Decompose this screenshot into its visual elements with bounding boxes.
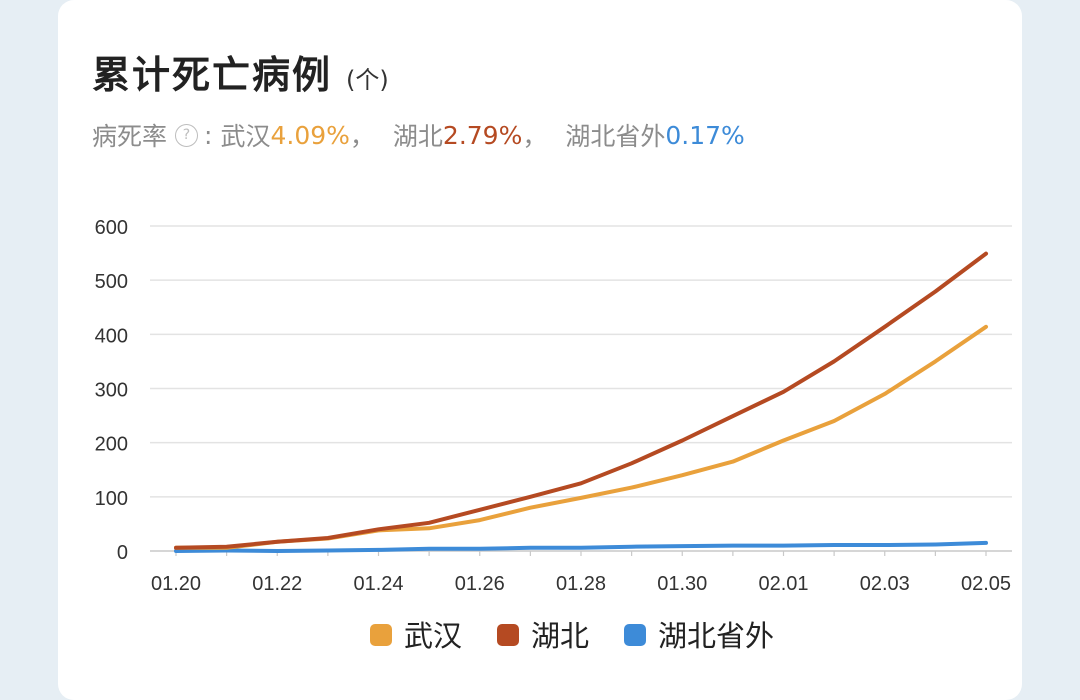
- series-line: [176, 543, 986, 551]
- x-tick-label: 01.28: [556, 573, 606, 595]
- x-tick-label: 01.30: [657, 573, 707, 595]
- legend-item[interactable]: 武汉: [370, 619, 462, 653]
- y-tick-label: 100: [95, 488, 128, 510]
- y-tick-label: 200: [95, 434, 128, 456]
- legend-swatch: [497, 624, 519, 646]
- x-tick-label: 02.01: [758, 573, 808, 595]
- x-tick-label: 01.26: [455, 573, 505, 595]
- y-tick-label: 0: [117, 542, 128, 564]
- x-tick-label: 01.24: [353, 573, 403, 595]
- y-tick-label: 600: [95, 217, 128, 239]
- legend-label: 湖北: [531, 619, 589, 653]
- legend-swatch: [370, 624, 392, 646]
- legend-item[interactable]: 湖北: [497, 619, 589, 653]
- x-tick-label: 01.20: [151, 573, 201, 595]
- x-tick-label: 02.03: [860, 573, 910, 595]
- series-line: [176, 254, 986, 548]
- y-tick-label: 300: [95, 380, 128, 402]
- x-tick-label: 01.22: [252, 573, 302, 595]
- legend-label: 武汉: [404, 619, 462, 653]
- x-tick-label: 02.05: [961, 573, 1011, 595]
- legend-label: 湖北省外: [658, 619, 774, 653]
- y-tick-label: 400: [95, 325, 128, 347]
- series-line: [176, 327, 986, 548]
- y-tick-label: 500: [95, 271, 128, 293]
- legend-swatch: [624, 624, 646, 646]
- legend-item[interactable]: 湖北省外: [624, 619, 774, 653]
